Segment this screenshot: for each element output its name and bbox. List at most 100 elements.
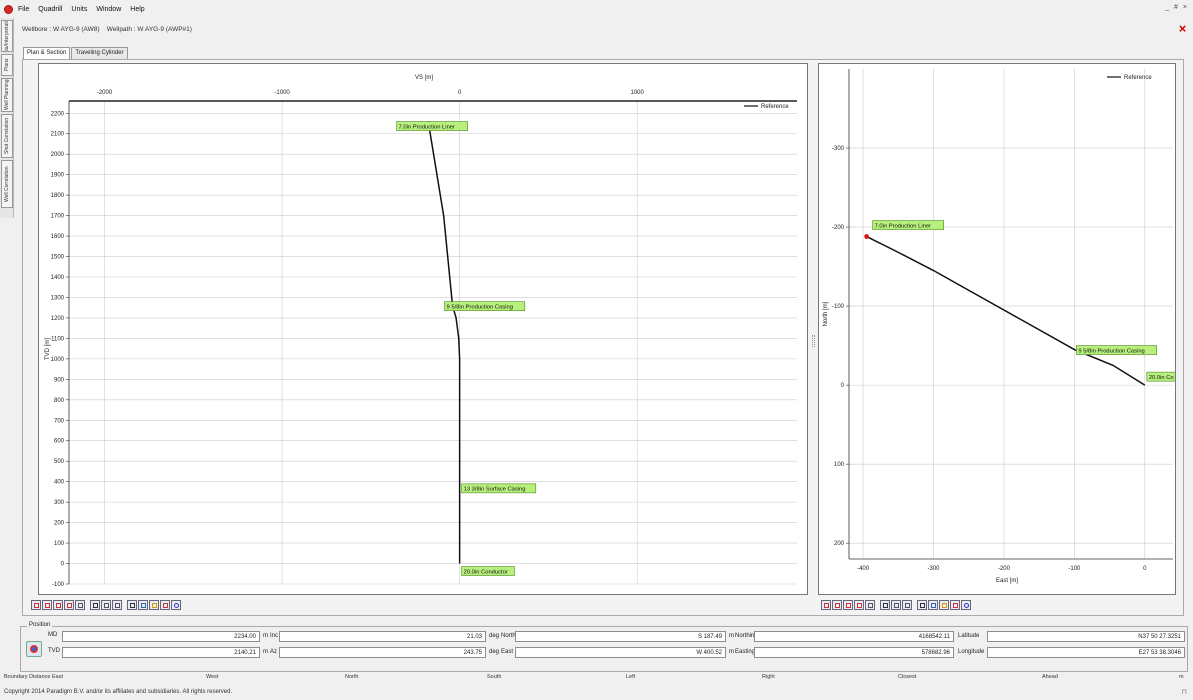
casing-button[interactable] — [939, 600, 949, 610]
side-tab-well-correlation[interactable]: Well Correlation — [1, 160, 13, 208]
zoom-box-button[interactable] — [64, 600, 74, 610]
zoom-in-button[interactable] — [31, 600, 41, 610]
wellpath-label: Wellpath : — [106, 26, 136, 33]
tab-plan-section[interactable]: Plan & Section — [23, 47, 71, 59]
grid-button[interactable] — [75, 600, 85, 610]
table-button[interactable] — [112, 600, 122, 610]
copy-button[interactable] — [101, 600, 111, 610]
zoom-box-button[interactable] — [854, 600, 864, 610]
zoom-box-icon — [856, 602, 862, 608]
menu-window[interactable]: Window — [96, 5, 122, 13]
y-tick-label: 200 — [834, 541, 845, 547]
save-button[interactable] — [90, 600, 100, 610]
az-field[interactable]: 243.75 — [279, 647, 486, 658]
plan-view-panel[interactable]: -400 -300 -200 -100 0 200 100 0 -100 -200 -300 East… — [818, 63, 1179, 595]
view-tabs: Plan & Section Traveling Cylinder — [23, 47, 129, 59]
x-tick-label: 0 — [458, 90, 462, 96]
north-field[interactable]: S 187.49 — [515, 631, 726, 642]
casing-button[interactable] — [149, 600, 159, 610]
north-unit: m — [729, 633, 734, 639]
east-label: East — [501, 649, 514, 655]
inc-unit: deg — [489, 633, 500, 639]
boundary-unit: m — [1179, 674, 1184, 680]
locate-icon — [30, 645, 38, 653]
target-button[interactable] — [961, 600, 971, 610]
inc-field[interactable]: 21.03 — [279, 631, 486, 642]
menu-help[interactable]: Help — [130, 5, 145, 13]
y-tick-label: 900 — [54, 377, 65, 383]
zoom-fit-icon — [845, 602, 851, 608]
boundary-title: Boundary Distance East — [4, 674, 64, 680]
table-button[interactable] — [902, 600, 912, 610]
casing-label-box — [1076, 345, 1157, 355]
section-chart[interactable]: -2000 -1000 0 1000-100010020030040050060070… — [39, 64, 807, 594]
minimize-button[interactable]: _ — [1165, 4, 1169, 11]
x-tick-label: -200 — [998, 566, 1011, 572]
latitude-field[interactable]: N37 50 27.3251 — [987, 631, 1185, 642]
menu-quadrill[interactable]: Quadrill — [38, 5, 63, 13]
x-tick-label: 0 — [1143, 566, 1147, 572]
zoom-out-button[interactable] — [42, 600, 52, 610]
grid-button[interactable] — [865, 600, 875, 610]
section-view-panel[interactable]: -2000 -1000 0 1000 -100 0 100 200 300 400 500 600 70… — [38, 63, 808, 595]
y-tick-label: 2100 — [51, 132, 65, 138]
tvd-field[interactable]: 2140.21 — [62, 647, 260, 658]
y-tick-label: 2000 — [51, 152, 65, 158]
target-icon — [173, 602, 179, 608]
locate-button[interactable] — [26, 641, 42, 657]
y-tick-label: 200 — [54, 521, 65, 527]
restore-button[interactable]: # — [1174, 4, 1178, 11]
anticollision-button[interactable] — [138, 600, 148, 610]
side-tab-plans[interactable]: Plans — [1, 54, 13, 76]
toolbar-separator — [876, 600, 879, 610]
az-unit: deg — [489, 649, 500, 655]
y-tick-label: 100 — [54, 541, 65, 547]
resize-grip-icon[interactable]: ⊓ — [1181, 689, 1187, 696]
az-label: Az — [270, 649, 278, 655]
save-icon — [92, 602, 98, 608]
y-tick-label: 2200 — [51, 111, 65, 117]
tab-traveling-cylinder[interactable]: Traveling Cylinder — [71, 47, 128, 59]
axes-button[interactable] — [917, 600, 927, 610]
y-tick-label: 0 — [61, 562, 65, 568]
x-axis-title: VS [m] — [415, 75, 433, 81]
close-icon[interactable]: × — [1178, 21, 1187, 36]
zoom-out-button[interactable] — [832, 600, 842, 610]
side-tab-shot-correlation[interactable]: Shot Correlation — [1, 114, 13, 158]
east-field[interactable]: W 400.52 — [515, 647, 726, 658]
trajectory-end-marker — [864, 234, 870, 239]
side-tab-well-planning[interactable]: Well Planning — [1, 78, 13, 112]
y-tick-label: -300 — [832, 146, 845, 152]
md-unit: m — [263, 633, 268, 639]
splitter-handle[interactable] — [812, 335, 815, 347]
zoom-fit-button[interactable] — [53, 600, 63, 610]
menu-units[interactable]: Units — [71, 5, 88, 13]
anticollision-button[interactable] — [928, 600, 938, 610]
y-axis-title: North [m] — [823, 301, 829, 326]
latitude-label: Latitude — [958, 633, 980, 639]
longitude-field[interactable]: E27 53 38.3046 — [987, 647, 1185, 658]
position-group: Position MD 2234.00 m Inc TVD 2140.21 m … — [20, 622, 1188, 672]
toolbar-separator — [86, 600, 89, 610]
menu-file[interactable]: File — [18, 5, 30, 13]
chart-button[interactable] — [160, 600, 170, 610]
zoom-in-button[interactable] — [821, 600, 831, 610]
target-button[interactable] — [171, 600, 181, 610]
y-tick-label: 700 — [54, 418, 65, 424]
save-button[interactable] — [880, 600, 890, 610]
x-axis-title: East [m] — [996, 578, 1018, 584]
axes-button[interactable] — [127, 600, 137, 610]
easting-field[interactable]: 578682.96 — [754, 647, 954, 658]
md-field[interactable]: 2234.00 — [62, 631, 260, 642]
zoom-fit-button[interactable] — [843, 600, 853, 610]
northing-field[interactable]: 4168542.11 — [754, 631, 954, 642]
app-icon — [4, 4, 13, 14]
chart-button[interactable] — [950, 600, 960, 610]
copy-button[interactable] — [891, 600, 901, 610]
plan-chart[interactable]: -400 -300 -200 -100 0 200 100 0 -100 -200 -300 East… — [819, 64, 1179, 594]
boundary-ahead: Ahead — [1042, 674, 1058, 680]
side-tab-data[interactable]: Data/Interpretation — [1, 20, 13, 52]
close-window-button[interactable]: × — [1182, 4, 1187, 11]
y-axis-title: TVD [m] — [45, 338, 51, 360]
copyright-text: Copyright 2014 Paradigm B.V. and/or its … — [4, 689, 233, 695]
